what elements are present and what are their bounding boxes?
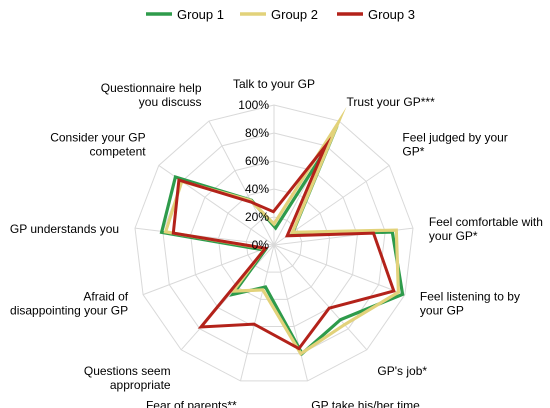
tick-label: 40% xyxy=(245,182,269,196)
category-label: Feel listening to by your GP xyxy=(420,289,520,317)
series-lines xyxy=(159,106,405,357)
tick-label: 100% xyxy=(238,98,269,112)
category-label: Talk to your GP xyxy=(233,77,315,91)
grid-spoke xyxy=(273,244,308,382)
radar-spokes xyxy=(134,105,414,382)
legend: Group 1 Group 2 Group 3 xyxy=(146,7,415,22)
category-label: Feel comfortable with your GP* xyxy=(429,215,543,243)
grid-spoke xyxy=(273,244,406,296)
category-label: GP understands you xyxy=(10,222,119,236)
category-label: GP's job* xyxy=(377,364,427,378)
grid-spoke xyxy=(208,120,275,246)
category-label: Fear of parents** xyxy=(146,399,237,408)
grid-spoke xyxy=(273,244,368,351)
category-label: Afraid of disappointing your GP xyxy=(10,289,129,317)
category-labels: Talk to your GP Trust your GP*** Feel judg… xyxy=(10,77,543,408)
category-label: Trust your GP*** xyxy=(347,95,436,109)
category-label: Feel judged by your GP* xyxy=(402,130,507,158)
grid-ring xyxy=(134,104,414,382)
legend-label-2: Group 2 xyxy=(271,7,318,22)
grid-spoke xyxy=(134,227,275,246)
grid-spoke xyxy=(142,244,275,296)
tick-label: 0% xyxy=(252,238,270,252)
series-line-3 xyxy=(171,136,396,351)
category-label: Consider your GP competent xyxy=(50,130,146,158)
tick-label: 60% xyxy=(245,154,269,168)
category-label: Questions seem appropriate xyxy=(84,364,171,392)
legend-label-1: Group 1 xyxy=(177,7,224,22)
category-label: GP take his/her time xyxy=(311,399,420,408)
grid-ring xyxy=(190,160,358,328)
category-label: Questionnaire help you discuss xyxy=(101,81,202,109)
grid-spoke xyxy=(180,244,275,351)
radial-tick-labels: 0% 20% 40% 60% 80% 100% xyxy=(238,98,269,252)
tick-label: 80% xyxy=(245,126,269,140)
tick-label: 20% xyxy=(245,210,269,224)
grid-spoke xyxy=(240,244,275,382)
legend-label-3: Group 3 xyxy=(368,7,415,22)
